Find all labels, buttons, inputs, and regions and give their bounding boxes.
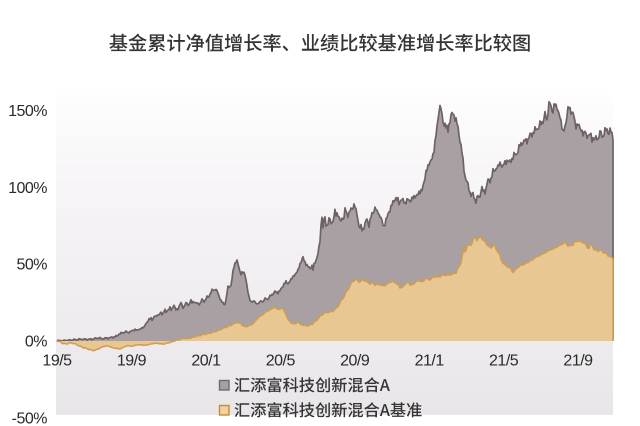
svg-text:0%: 0% — [25, 334, 47, 351]
svg-text:20/5: 20/5 — [266, 353, 296, 370]
svg-text:19/9: 19/9 — [117, 353, 147, 370]
svg-text:21/9: 21/9 — [563, 353, 593, 370]
svg-text:19/5: 19/5 — [42, 353, 72, 370]
svg-text:21/5: 21/5 — [489, 353, 519, 370]
svg-text:21/1: 21/1 — [415, 353, 445, 370]
svg-text:50%: 50% — [16, 257, 47, 274]
svg-text:150%: 150% — [8, 103, 47, 120]
svg-text:20/1: 20/1 — [191, 353, 221, 370]
svg-text:20/9: 20/9 — [340, 353, 370, 370]
svg-text:100%: 100% — [8, 180, 47, 197]
svg-text:-50%: -50% — [12, 410, 48, 426]
